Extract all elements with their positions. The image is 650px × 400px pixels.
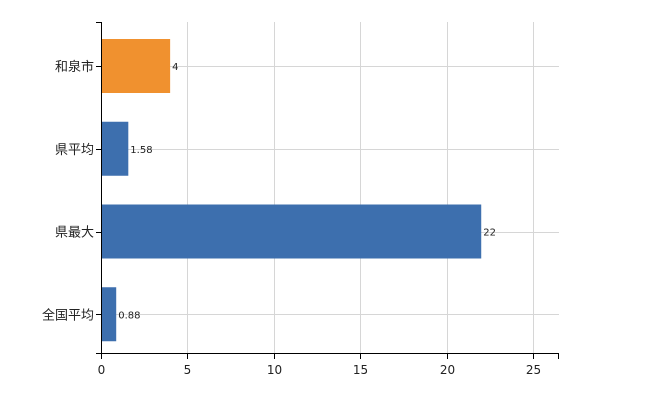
- data-label: 1.58: [130, 145, 152, 156]
- bar: [101, 287, 117, 342]
- gridlines: [101, 22, 559, 353]
- x-tick-label: 5: [184, 363, 192, 377]
- category-label: 県最大: [55, 226, 94, 241]
- bar: [101, 204, 482, 259]
- bar: [101, 121, 129, 176]
- category-label: 県平均: [55, 143, 94, 158]
- data-label: 4: [172, 62, 178, 73]
- bar: [101, 39, 171, 93]
- x-tick-label: 10: [267, 363, 282, 377]
- axes: [96, 22, 559, 359]
- x-tick-label: 20: [440, 363, 455, 377]
- x-tick-label: 25: [526, 363, 541, 377]
- labels: 4 和泉市 1.58 県平均 22 県最大 0.88 全国平均 0 5 10 15 20 25: [42, 59, 541, 377]
- x-tick-label: 15: [353, 363, 368, 377]
- x-tick-label: 0: [98, 363, 106, 377]
- bars: [101, 39, 482, 342]
- data-label: 22: [483, 228, 496, 239]
- data-label: 0.88: [118, 310, 140, 321]
- category-label: 和泉市: [55, 59, 94, 75]
- category-label: 全国平均: [42, 307, 94, 323]
